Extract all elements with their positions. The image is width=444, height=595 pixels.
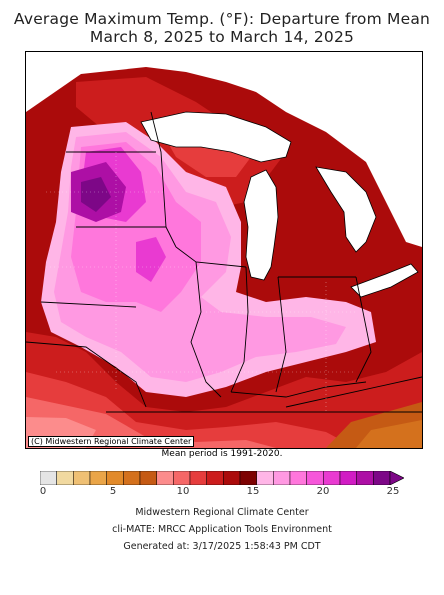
colorbar-cell bbox=[256, 471, 274, 485]
iowa-magenta-spot bbox=[136, 237, 166, 282]
footer-app: cli-MATE: MRCC Application Tools Environ… bbox=[112, 524, 332, 535]
colorbar-cell bbox=[339, 471, 357, 485]
colorbar-cell bbox=[173, 471, 191, 485]
southeast-light-orange bbox=[356, 420, 422, 448]
colorbar-tick-label: 0 bbox=[39, 486, 47, 497]
mo-south-border bbox=[26, 341, 147, 408]
oh-pa-border bbox=[355, 276, 372, 383]
colorbar-cell bbox=[373, 471, 391, 485]
footer-generated: Generated at: 3/17/2025 1:58:43 PM CDT bbox=[123, 541, 321, 552]
il-west-border bbox=[190, 261, 222, 398]
colorbar-cell bbox=[56, 471, 74, 485]
colorbar-cell bbox=[139, 471, 157, 485]
map-title: Average Maximum Temp. (°F): Departure fr… bbox=[0, 10, 444, 46]
colorbar-tick-label: 20 bbox=[316, 486, 330, 497]
colorbar-cell bbox=[156, 471, 174, 485]
colorbar-tick-label: 15 bbox=[246, 486, 260, 497]
ia-mo-border bbox=[40, 301, 137, 308]
colorbar-cell bbox=[273, 471, 291, 485]
colorbar-cell bbox=[40, 471, 57, 485]
title-line-2: March 8, 2025 to March 14, 2025 bbox=[89, 28, 355, 46]
colorbar-cell bbox=[73, 471, 91, 485]
off-domain-left bbox=[26, 52, 81, 112]
colorbar-cell bbox=[189, 471, 207, 485]
map-credit: (C) Midwestern Regional Climate Center bbox=[28, 436, 195, 447]
colorbar-cell bbox=[306, 471, 324, 485]
colorbar-tick-label: 10 bbox=[176, 486, 190, 497]
colorbar-cell bbox=[123, 471, 141, 485]
lake-huron bbox=[315, 166, 377, 253]
dark-purple-core bbox=[81, 177, 111, 212]
colorbar-cell bbox=[89, 471, 107, 485]
colorbar-cell bbox=[106, 471, 124, 485]
colorbar-arrow bbox=[389, 471, 404, 485]
mn-wi-border bbox=[150, 111, 167, 228]
mean-period-note: Mean period is 1991-2020. bbox=[161, 449, 283, 459]
map-canvas bbox=[26, 52, 422, 448]
colorbar-cell bbox=[206, 471, 224, 485]
ky-border bbox=[230, 381, 367, 398]
il-in-border bbox=[230, 266, 249, 393]
wv-border bbox=[285, 376, 422, 408]
colorbar-cell bbox=[323, 471, 341, 485]
division-lines bbox=[46, 152, 356, 412]
colorbar-cell bbox=[223, 471, 241, 485]
colorbar-cell bbox=[239, 471, 257, 485]
lake-superior bbox=[140, 111, 292, 163]
colorbar-tick-label: 5 bbox=[109, 486, 117, 497]
lake-erie bbox=[350, 263, 419, 298]
lake-michigan bbox=[243, 169, 279, 281]
state-boundaries bbox=[26, 111, 422, 413]
colorbar bbox=[40, 471, 404, 485]
footer-org: Midwestern Regional Climate Center bbox=[135, 507, 309, 518]
title-line-1: Average Maximum Temp. (°F): Departure fr… bbox=[13, 10, 431, 28]
temperature-departure-map: (C) Midwestern Regional Climate Center bbox=[25, 51, 423, 449]
colorbar-cell bbox=[356, 471, 374, 485]
in-oh-border bbox=[275, 276, 287, 393]
off-domain-north bbox=[81, 52, 422, 247]
colorbar-tick-label: 25 bbox=[386, 486, 400, 497]
colorbar-cell bbox=[289, 471, 307, 485]
